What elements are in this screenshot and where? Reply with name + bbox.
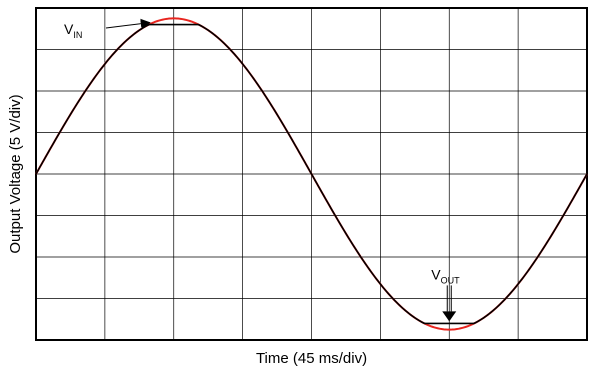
- y-axis-label: Output Voltage (5 V/div): [7, 94, 24, 253]
- vout-annotation-label: VOUT: [431, 266, 460, 285]
- series-line-vout: [35, 23, 588, 325]
- vout-annotation-arrowhead: [442, 311, 457, 322]
- vin-annotation-main: V: [64, 21, 74, 37]
- vin-annotation-sub: IN: [73, 30, 82, 40]
- vout-annotation-sub: OUT: [441, 275, 461, 285]
- vin-annotation-arrow: [105, 18, 151, 29]
- vout-annotation-main: V: [431, 266, 441, 282]
- annotations-layer: VIN VOUT: [64, 18, 460, 322]
- vin-annotation-label: VIN: [64, 21, 82, 40]
- plot-grid: [36, 8, 587, 340]
- series-layer: [35, 17, 588, 331]
- x-axis-label: Time (45 ms/div): [256, 350, 367, 367]
